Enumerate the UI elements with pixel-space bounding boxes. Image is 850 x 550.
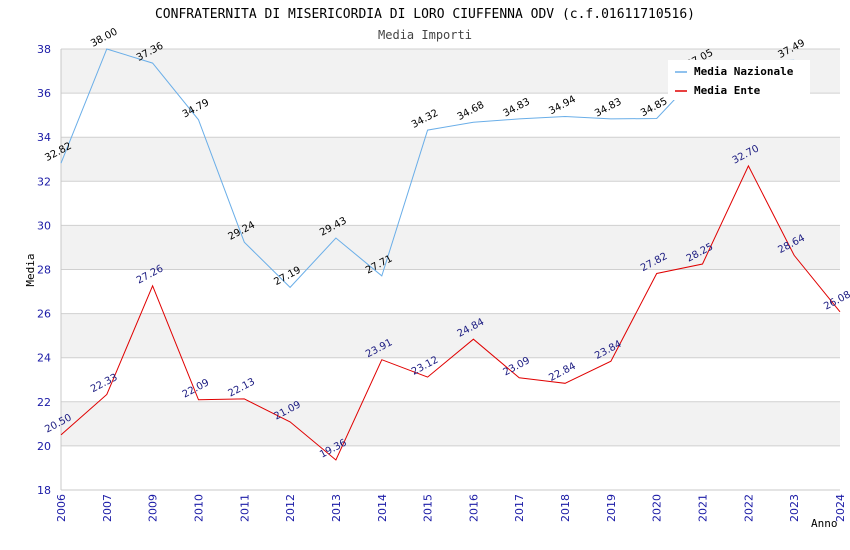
legend: Media Nazionale Media Ente bbox=[668, 60, 810, 100]
series-line-ente bbox=[60, 164, 841, 461]
y-tick-label: 18 bbox=[37, 484, 51, 497]
y-tick-label: 36 bbox=[37, 87, 51, 100]
x-tick-label: 2021 bbox=[697, 494, 710, 522]
x-axis-label: Anno bbox=[811, 517, 838, 530]
axes bbox=[60, 49, 840, 491]
x-tick-label: 2010 bbox=[192, 494, 205, 522]
data-label-nazionale: 38.00 bbox=[89, 26, 119, 49]
band-32 bbox=[61, 137, 840, 182]
legend-box bbox=[668, 60, 810, 100]
x-tick-label: 2018 bbox=[559, 494, 572, 522]
x-tick-label: 2009 bbox=[147, 494, 160, 522]
legend-label-nazionale: Media Nazionale bbox=[694, 65, 794, 78]
x-tick-label: 2011 bbox=[238, 494, 251, 522]
x-tick-label: 2022 bbox=[742, 494, 755, 522]
y-tick-label: 20 bbox=[37, 440, 51, 453]
y-tick-label: 38 bbox=[37, 43, 51, 56]
y-tick-label: 22 bbox=[37, 396, 51, 409]
x-tick-label: 2007 bbox=[101, 494, 114, 522]
y-tick-label: 34 bbox=[37, 131, 51, 144]
band-30 bbox=[61, 181, 840, 226]
x-axis-ticks: 2006 2007 2009 2010 2011 2012 2013 2014 2015 2016… bbox=[55, 494, 847, 522]
y-tick-label: 30 bbox=[37, 219, 51, 232]
band-20 bbox=[61, 401, 840, 446]
y-tick-label: 26 bbox=[37, 308, 51, 321]
band-24 bbox=[61, 313, 840, 358]
x-tick-label: 2020 bbox=[651, 494, 664, 522]
x-tick-label: 2016 bbox=[467, 494, 480, 522]
band-18 bbox=[61, 445, 840, 490]
series-line-nazionale bbox=[60, 48, 795, 289]
x-tick-label: 2015 bbox=[422, 494, 435, 522]
legend-label-ente: Media Ente bbox=[694, 84, 761, 97]
band-28 bbox=[61, 225, 840, 270]
y-axis-label: Media bbox=[24, 253, 37, 286]
y-tick-label: 24 bbox=[37, 352, 51, 365]
chart-title: CONFRATERNITA DI MISERICORDIA DI LORO CI… bbox=[155, 7, 695, 22]
band-26 bbox=[61, 269, 840, 314]
x-tick-label: 2014 bbox=[376, 494, 389, 522]
y-tick-label: 28 bbox=[37, 264, 51, 277]
x-tick-label: 2019 bbox=[605, 494, 618, 522]
x-tick-label: 2006 bbox=[55, 494, 68, 522]
x-tick-label: 2017 bbox=[513, 494, 526, 522]
band-34 bbox=[61, 93, 840, 138]
chart-subtitle: Media Importi bbox=[378, 28, 472, 42]
x-tick-label: 2013 bbox=[330, 494, 343, 522]
y-tick-label: 32 bbox=[37, 175, 51, 188]
x-tick-label: 2024 bbox=[834, 494, 847, 522]
series-lines bbox=[60, 48, 841, 461]
y-axis-ticks: 18 20 22 24 26 28 30 32 34 36 38 bbox=[37, 43, 51, 497]
x-tick-label: 2012 bbox=[284, 494, 297, 522]
x-tick-label: 2023 bbox=[788, 494, 801, 522]
band-22 bbox=[61, 357, 840, 402]
